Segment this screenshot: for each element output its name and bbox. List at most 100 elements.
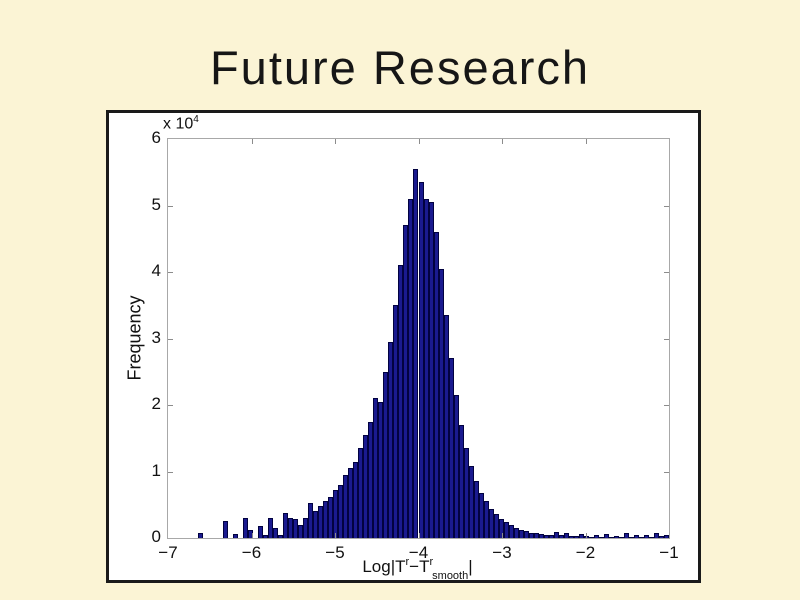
tick-mark [168,405,173,406]
histogram-bar [303,518,309,538]
histogram-bar [363,434,369,538]
histogram-bar [613,536,619,538]
tick-mark [664,339,669,340]
x-axis-title: Log|Tr−Trsmooth| [167,556,668,582]
histogram-bar [633,535,639,538]
histogram-bar [408,198,414,538]
histogram-bar [458,424,464,538]
histogram-bar [518,530,524,538]
histogram-bar [508,525,514,538]
x-label-sub: smooth [432,570,469,582]
histogram-bar [538,534,544,538]
histogram-bar [223,521,229,538]
histogram-bar [308,503,314,538]
histogram-bar [488,508,494,538]
y-tick-label: 2 [151,394,161,413]
histogram-bar [498,518,504,538]
tick-mark [664,405,669,406]
histogram-bar [368,421,374,538]
tick-mark [335,533,336,538]
histogram-bar [263,535,269,538]
tick-mark [502,139,503,144]
histogram-bar [243,518,249,538]
histogram-bar [513,528,519,538]
histogram-bar [578,534,584,538]
histogram-bar [533,533,539,538]
y-exponent-base: x 10 [163,115,194,133]
histogram-bar [468,466,474,538]
x-tick-label: −1 [659,543,679,562]
x-label-sup: r [405,556,410,568]
histogram-bar [603,534,609,538]
histogram-bar [618,536,624,538]
tick-mark [168,472,173,473]
histogram-bar [353,461,359,538]
histogram-bar [503,522,509,538]
histogram-bar [358,448,364,538]
histogram-bar [398,265,404,538]
histogram-bar [548,535,554,538]
histogram-bar [463,448,469,538]
histogram-bar [558,535,564,538]
y-tick-label: 6 [151,128,161,147]
x-label-sup: r [429,556,434,568]
histogram-bar [428,202,434,538]
x-tick-label: −4 [408,543,429,562]
histogram-bar [298,524,304,538]
histogram-bar [323,501,329,538]
tick-mark [335,139,336,144]
tick-mark [252,139,253,144]
tick-mark [586,533,587,538]
x-label-part: −T [409,557,430,576]
tick-mark [664,206,669,207]
y-exponent-power: 4 [193,114,199,125]
histogram-bar [653,532,659,538]
histogram-bar [198,533,204,538]
histogram-bar [478,492,484,538]
histogram-bar [258,526,264,538]
histogram-bar [453,395,459,538]
x-tick-label: −5 [325,543,345,562]
histogram-bar [443,315,449,538]
histogram-bar [593,534,599,538]
tick-mark [168,272,173,273]
x-tick-label: −3 [492,543,512,562]
histogram-bar [638,536,644,538]
histogram-bar [473,481,479,538]
tick-mark [168,339,173,340]
x-tick-label: −6 [241,543,262,562]
histogram-bar [338,484,344,538]
tick-mark [419,139,420,144]
histogram-bar [273,528,279,538]
tick-mark [586,139,587,144]
histogram-bar [658,536,664,538]
histogram-bar [643,534,649,538]
tick-mark [419,533,420,538]
histogram-bar [528,532,534,538]
histogram-bar [268,518,274,538]
histogram-bar [233,534,239,538]
y-tick-label: 5 [151,194,161,214]
histogram-bar [563,532,569,538]
y-tick-label: 3 [151,327,161,347]
histogram-bar [588,536,594,538]
histogram-bar [553,532,559,538]
histogram-bar [568,536,574,538]
histogram-bar [388,341,394,538]
histogram-bar [383,371,389,538]
histogram-bar [333,490,339,538]
histogram-bar [348,468,354,538]
histogram-bar [288,518,294,538]
histogram-bar [483,501,489,538]
histogram-bar [628,536,634,538]
histogram-bars [168,139,669,538]
histogram-bar [438,268,444,538]
histogram-bar [293,519,299,538]
y-tick-label: 0 [151,527,161,546]
tick-mark [502,533,503,538]
y-axis-exponent: x 104 [163,114,199,133]
histogram-bar [283,512,289,538]
x-tick-label: −2 [575,543,596,562]
